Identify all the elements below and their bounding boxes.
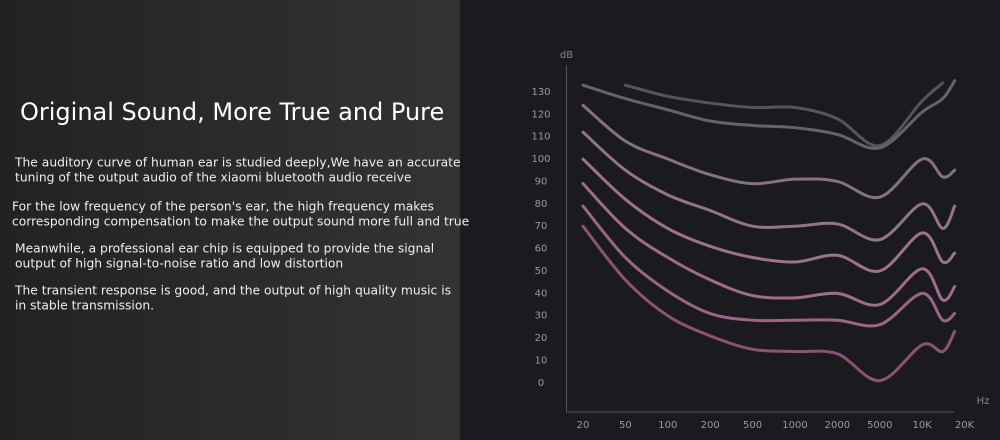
title: Original Sound, More True and Pure <box>20 98 444 126</box>
paragraph-line: output of high signal-to-noise ratio and… <box>15 257 343 271</box>
chart: dB Hz 0 10 20 30 40 50 60 70 80 90 100 110 120 130 20 50 1… <box>531 50 989 431</box>
y-tick-label: 0 <box>538 378 544 389</box>
x-tick-label: 20 <box>577 420 590 431</box>
curve <box>623 81 945 148</box>
x-axis-label: Hz <box>977 396 990 407</box>
paragraph-line: The auditory curve of human ear is studi… <box>14 156 461 170</box>
x-tick-label: 2000 <box>825 420 850 431</box>
x-tick-label: 20K <box>955 420 975 431</box>
curve <box>581 103 957 200</box>
paragraph-line: For the low frequency of the person's ea… <box>12 200 434 214</box>
x-tick-label: 200 <box>701 420 720 431</box>
y-tick-label: 10 <box>535 356 548 367</box>
y-axis-label: dB <box>560 50 573 61</box>
x-tick-label: 500 <box>743 420 762 431</box>
y-tick-label: 120 <box>531 109 550 120</box>
paragraph-line: The transient response is good, and the … <box>14 284 451 298</box>
paragraph-line: in stable transmission. <box>15 299 154 313</box>
y-tick-label: 60 <box>535 244 548 255</box>
paragraph-line: corresponding compensation to make the o… <box>12 215 469 229</box>
y-tick-label: 100 <box>531 154 550 165</box>
x-tick-label: 100 <box>658 420 677 431</box>
x-tick-label: 1000 <box>782 420 807 431</box>
x-tick-label: 10K <box>913 420 933 431</box>
y-tick-label: 110 <box>531 132 550 143</box>
paragraph-line: Meanwhile, a professional ear chip is eq… <box>15 242 434 256</box>
y-tick-label: 20 <box>535 333 548 344</box>
y-tick-label: 40 <box>535 288 548 299</box>
y-tick-label: 30 <box>535 311 548 322</box>
y-tick-label: 70 <box>535 221 548 232</box>
y-tick-label: 130 <box>531 87 550 98</box>
y-tick-label: 80 <box>535 199 548 210</box>
paragraph-line: tuning of the output audio of the xiaomi… <box>15 171 411 185</box>
x-tick-label: 5000 <box>867 420 892 431</box>
curve <box>581 79 957 150</box>
y-tick-label: 90 <box>535 176 548 187</box>
curve <box>581 224 957 383</box>
x-tick-label: 50 <box>619 420 632 431</box>
curve <box>581 204 957 328</box>
curve <box>581 182 957 307</box>
y-tick-label: 50 <box>535 266 548 277</box>
curve <box>581 157 957 273</box>
left-panel <box>0 0 460 440</box>
paragraphs: The auditory curve of human ear is studi… <box>12 156 469 313</box>
curve <box>581 130 957 242</box>
